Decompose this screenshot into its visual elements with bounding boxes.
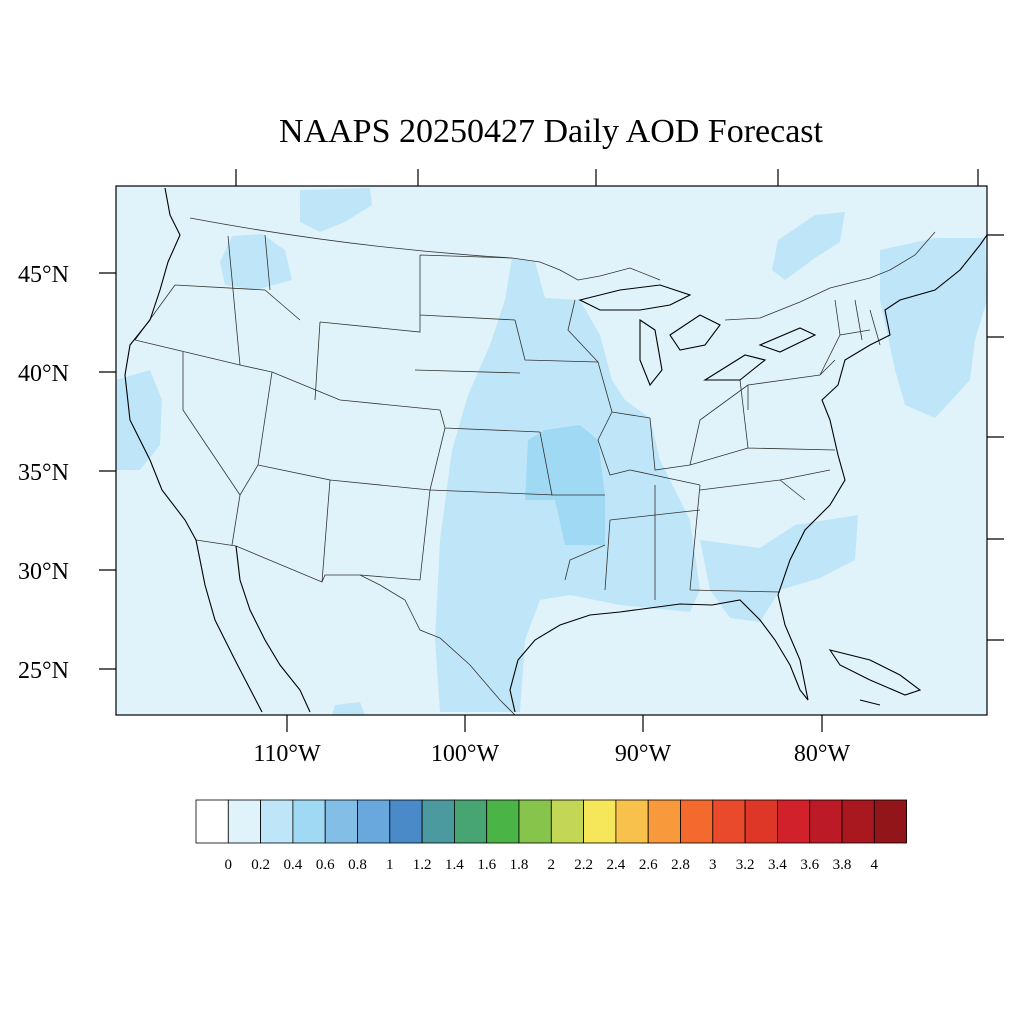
colorbar-swatch: [195, 799, 229, 844]
lon-label-100w: 100°W: [431, 741, 500, 767]
colorbar-label: 3.8: [833, 857, 852, 873]
lon-label-80w: 80°W: [794, 741, 851, 767]
colorbar-label: 2: [548, 857, 556, 873]
colorbar-label: 0.8: [348, 857, 367, 873]
colorbar-label: 1: [386, 857, 394, 873]
colorbar-swatch: [809, 799, 843, 844]
colorbar-swatch: [357, 799, 391, 844]
colorbar-label: 0: [225, 857, 233, 873]
aod-colorbar: 0 0.2 0.4 0.6 0.8 1 1.2 1.4 1.6 1.8 2 2.2 2.4 2.6 2.8 3…: [195, 799, 907, 873]
colorbar-swatch: [550, 799, 584, 844]
colorbar-label: 1.8: [510, 857, 529, 873]
gulf-coast: [509, 599, 809, 713]
colorbar-label: 4: [871, 857, 879, 873]
colorbar-swatch: [841, 799, 875, 844]
colorbar-label: 1.6: [477, 857, 496, 873]
colorbar-swatch: [389, 799, 423, 844]
colorbar-swatch: [292, 799, 326, 844]
state-lines: [134, 234, 881, 600]
colorbar-label: 0.2: [251, 857, 270, 873]
coastlines: [124, 187, 987, 713]
colorbar-swatch: [453, 799, 488, 844]
atlantic-coast: [777, 234, 987, 701]
colorbar-swatch: [227, 799, 262, 844]
pacific-coast: [124, 187, 263, 713]
longitude-labels: 110°W 100°W 90°W 80°W: [253, 741, 850, 767]
colorbar-swatch: [777, 799, 811, 844]
colorbar-label: 3.4: [768, 857, 787, 873]
colorbar-label: 2.2: [574, 857, 593, 873]
map-frame: [115, 185, 988, 716]
colorbar-label: 1.2: [413, 857, 432, 873]
map-panel: 45°N 40°N 35°N 30°N 25°N 110°W 100°W 90°…: [18, 169, 1004, 767]
colorbar-swatch: [712, 799, 746, 844]
colorbar-swatch: [873, 799, 907, 844]
colorbar-swatch: [680, 799, 714, 844]
lat-label-30n: 30°N: [18, 559, 69, 585]
aod-plume-northeast: [880, 238, 987, 418]
colorbar-swatch: [260, 799, 294, 844]
colorbar-label: 3.6: [800, 857, 819, 873]
colorbar-label: 3: [709, 857, 717, 873]
colorbar-label: 0.4: [284, 857, 303, 873]
colorbar-label: 0.6: [316, 857, 335, 873]
lon-label-110w: 110°W: [253, 741, 321, 767]
aod-plume-idaho: [220, 234, 292, 290]
great-lakes: [578, 284, 817, 387]
aod-plume-quebec: [772, 212, 845, 280]
aod-field: [116, 188, 987, 715]
colorbar-label: 2.8: [671, 857, 690, 873]
latitude-labels: 45°N 40°N 35°N 30°N 25°N: [18, 262, 69, 684]
figure-title: NAAPS 20250427 Daily AOD Forecast: [279, 113, 824, 150]
colorbar-swatch: [486, 799, 520, 844]
lat-label-35n: 35°N: [18, 460, 69, 486]
lat-label-25n: 25°N: [18, 658, 69, 684]
political-boundaries: [134, 217, 936, 715]
colorbar-swatch: [615, 799, 649, 844]
colorbar-swatch: [583, 799, 617, 844]
colorbar-label: 1.4: [445, 857, 464, 873]
us-canada-border: [189, 217, 936, 321]
colorbar-swatch: [518, 799, 552, 844]
aod-plume-gulf: [332, 702, 365, 715]
lat-label-45n: 45°N: [18, 262, 69, 288]
us-mexico-border: [195, 539, 516, 715]
colorbar-label: 2.6: [639, 857, 658, 873]
colorbar-swatch: [324, 799, 358, 844]
aod-plume-canada-west: [300, 188, 372, 232]
colorbar-label: 2.4: [607, 857, 626, 873]
lat-label-40n: 40°N: [18, 361, 69, 387]
aod-core-arklatex: [525, 425, 605, 545]
colorbar-swatch: [421, 799, 455, 844]
map-ticks: [99, 169, 1004, 732]
caribbean-islands: [828, 649, 922, 706]
aod-plume-southeast: [700, 515, 858, 622]
baja-gulf-coast: [235, 545, 311, 713]
colorbar-swatch: [647, 799, 681, 844]
colorbar-label: 3.2: [736, 857, 755, 873]
colorbar-swatch: [744, 799, 778, 844]
lon-label-90w: 90°W: [615, 741, 672, 767]
